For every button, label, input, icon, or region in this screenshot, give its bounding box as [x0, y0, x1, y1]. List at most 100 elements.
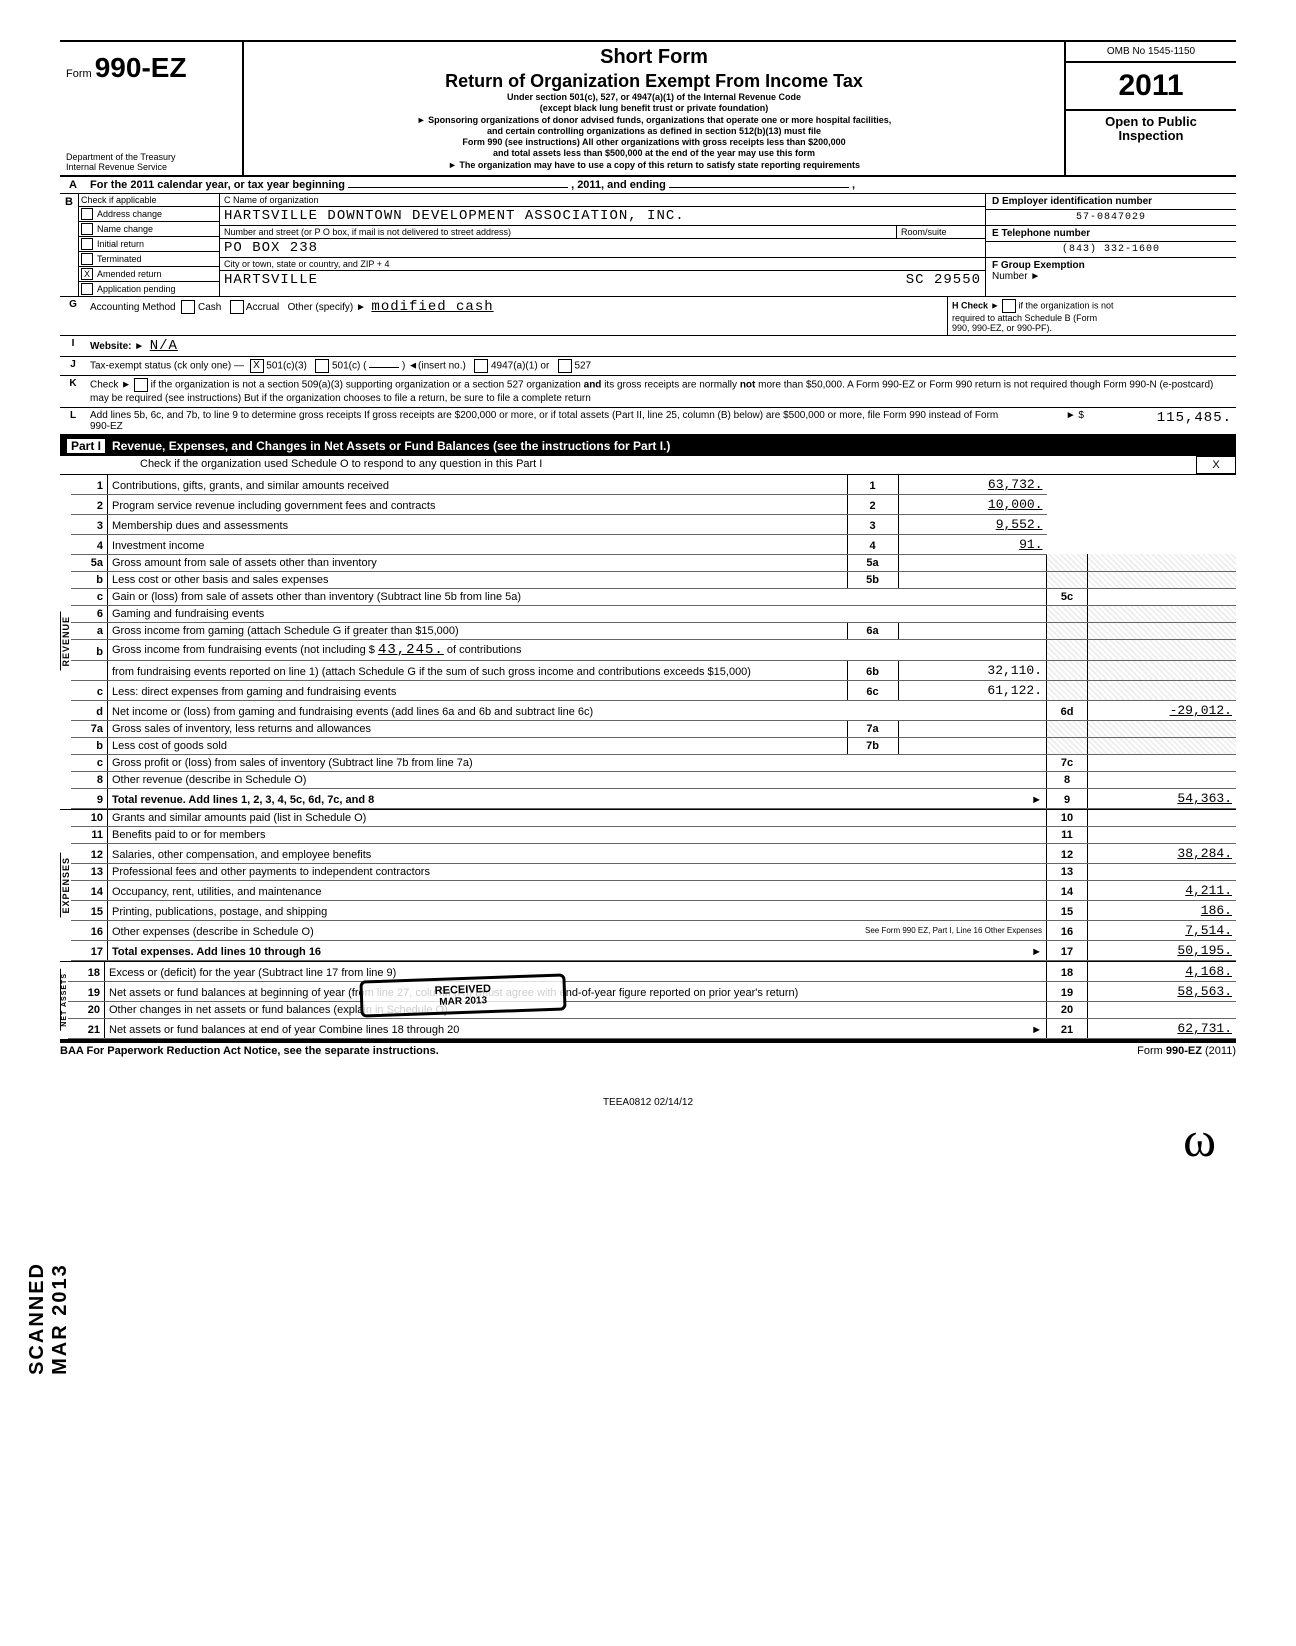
chk-501c3[interactable]: X — [250, 359, 264, 373]
chk-amended-return[interactable]: XAmended return — [79, 267, 219, 282]
header-mid: Short Form Return of Organization Exempt… — [244, 42, 1064, 175]
state-zip[interactable]: SC 29550 — [906, 272, 981, 288]
subtitle6: and total assets less than $500,000 at t… — [252, 148, 1056, 159]
acct-method-label: Accounting Method — [90, 302, 176, 313]
other-label: Other (specify) ► — [288, 302, 366, 313]
omb-number: OMB No 1545-1150 — [1066, 42, 1236, 63]
chk-name-change-label: Name change — [97, 224, 153, 234]
line-9: 9Total revenue. Add lines 1, 2, 3, 4, 5c… — [71, 788, 1236, 808]
line-8: 8Other revenue (describe in Schedule O)8 — [71, 771, 1236, 788]
title-return: Return of Organization Exempt From Incom… — [252, 71, 1056, 92]
part1-header: Part I Revenue, Expenses, and Changes in… — [60, 436, 1236, 456]
right-ident-block: D Employer identification number 57-0847… — [985, 194, 1236, 296]
group-exemption: F Group Exemption Number ► — [986, 258, 1236, 284]
chk-terminated-label: Terminated — [97, 254, 142, 264]
line-6d: dNet income or (loss) from gaming and fu… — [71, 700, 1236, 720]
line-7a: 7aGross sales of inventory, less returns… — [71, 720, 1236, 737]
line-18: 18Excess or (deficit) for the year (Subt… — [68, 962, 1236, 982]
line-21: 21Net assets or fund balances at end of … — [68, 1018, 1236, 1038]
chk-501c[interactable] — [315, 359, 329, 373]
line-a-end-blank[interactable] — [669, 187, 849, 188]
scanned-stamp-vertical: SCANNED MAR 2013 — [26, 1262, 72, 1375]
chk-terminated[interactable]: Terminated — [79, 252, 219, 267]
chk-address-change[interactable]: Address change — [79, 207, 219, 222]
street-label: Number and street (or P O box, if mail i… — [220, 226, 897, 238]
label-g: G — [60, 297, 86, 335]
line-4: 4Investment income491. — [71, 534, 1236, 554]
footer-right: Form 990-EZ (2011) — [1137, 1045, 1236, 1057]
line-20: 20Other changes in net assets or fund ba… — [68, 1001, 1236, 1018]
chk-address-change-label: Address change — [97, 209, 162, 219]
label-h: H Check ► — [952, 300, 999, 310]
part1-title: Revenue, Expenses, and Changes in Net As… — [112, 439, 670, 453]
line-6: 6Gaming and fundraising events — [71, 605, 1236, 622]
label-i: I — [60, 336, 86, 356]
website-value[interactable]: N/A — [150, 338, 178, 354]
j-501c3: 501(c)(3) — [266, 360, 307, 371]
ein-value[interactable]: 57-0847029 — [986, 210, 1236, 226]
footer-left: BAA For Paperwork Reduction Act Notice, … — [60, 1045, 439, 1057]
org-name[interactable]: HARTSVILLE DOWNTOWN DEVELOPMENT ASSOCIAT… — [220, 207, 985, 226]
side-expenses: EXPENSES — [60, 853, 71, 918]
k-text: if the organization is not a section 509… — [90, 379, 1213, 403]
line-14: 14Occupancy, rent, utilities, and mainte… — [71, 880, 1236, 900]
side-revenue: REVENUE — [60, 612, 71, 671]
chk-initial-return[interactable]: Initial return — [79, 237, 219, 252]
revenue-table: 1Contributions, gifts, grants, and simil… — [71, 475, 1236, 809]
section-b: B Check if applicable Address change Nam… — [60, 194, 1236, 297]
line-1: 1Contributions, gifts, grants, and simil… — [71, 475, 1236, 495]
chk-4947[interactable] — [474, 359, 488, 373]
group-exemption-label2: Number ► — [992, 271, 1040, 282]
form-page: SCANNED MAR 2013 Form 990-EZ Department … — [60, 40, 1236, 1108]
j-501c-blank[interactable] — [369, 367, 399, 368]
line-a-begin-blank[interactable] — [348, 187, 568, 188]
chk-name-change[interactable]: Name change — [79, 222, 219, 237]
chk-527[interactable] — [558, 359, 572, 373]
phone-value[interactable]: (843) 332-1600 — [986, 242, 1236, 258]
expenses-section: EXPENSES 10Grants and similar amounts pa… — [60, 810, 1236, 962]
line-2: 2Program service revenue including gover… — [71, 494, 1236, 514]
city[interactable]: HARTSVILLE — [224, 272, 318, 288]
other-specify[interactable]: modified cash — [371, 299, 493, 315]
revenue-section: REVENUE 1Contributions, gifts, grants, a… — [60, 475, 1236, 810]
label-l: L — [60, 408, 86, 434]
subtitle2: (except black lung benefit trust or priv… — [252, 103, 1056, 114]
netassets-table: 18Excess or (deficit) for the year (Subt… — [68, 962, 1236, 1039]
h-text: if the organization is not — [1018, 300, 1113, 310]
line-3: 3Membership dues and assessments39,552. — [71, 514, 1236, 534]
line-19: 19Net assets or fund balances at beginni… — [68, 981, 1236, 1001]
phone-label: E Telephone number — [986, 226, 1236, 242]
room-label: Room/suite — [897, 226, 985, 238]
line-a: A For the 2011 calendar year, or tax yea… — [60, 177, 1236, 194]
open-line2: Inspection — [1118, 128, 1183, 143]
chk-k[interactable] — [134, 378, 148, 392]
website-label: Website: ► — [90, 341, 144, 352]
line-10: 10Grants and similar amounts paid (list … — [71, 810, 1236, 827]
chk-h[interactable] — [1002, 299, 1016, 313]
j-insert: ) ◄(insert no.) — [402, 360, 466, 371]
form-number-value: 990-EZ — [95, 52, 187, 83]
line-17: 17Total expenses. Add lines 10 through 1… — [71, 940, 1236, 960]
line-a-end: , — [852, 179, 855, 191]
check-if-applicable: Check if applicable Address change Name … — [79, 194, 220, 296]
line-7c: cGross profit or (loss) from sales of in… — [71, 754, 1236, 771]
chk-cash[interactable] — [181, 300, 195, 314]
line-g: G Accounting Method Cash Accrual Other (… — [60, 297, 1236, 336]
tax-year: 2011 — [1066, 63, 1236, 111]
city-label: City or town, state or country, and ZIP … — [220, 258, 985, 271]
h-text2: required to attach Schedule B (Form — [952, 313, 1097, 323]
street-address[interactable]: PO BOX 238 — [220, 239, 985, 258]
subtitle5: Form 990 (see instructions) All other or… — [252, 137, 1056, 148]
chk-accrual[interactable] — [230, 300, 244, 314]
line-i: I Website: ► N/A — [60, 336, 1236, 357]
chk-application-pending[interactable]: Application pending — [79, 282, 219, 296]
line-12: 12Salaries, other compensation, and empl… — [71, 843, 1236, 863]
open-line1: Open to Public — [1105, 114, 1197, 129]
dept-line2: Internal Revenue Service — [66, 163, 236, 173]
header-right: OMB No 1545-1150 2011 Open to Public Ins… — [1064, 42, 1236, 175]
label-j: J — [60, 357, 86, 375]
part1-checkbox[interactable]: X — [1196, 456, 1236, 474]
line-6b2: from fundraising events reported on line… — [71, 660, 1236, 680]
line-l: L Add lines 5b, 6c, and 7b, to line 9 to… — [60, 408, 1236, 436]
form-header: Form 990-EZ Department of the Treasury I… — [60, 42, 1236, 177]
